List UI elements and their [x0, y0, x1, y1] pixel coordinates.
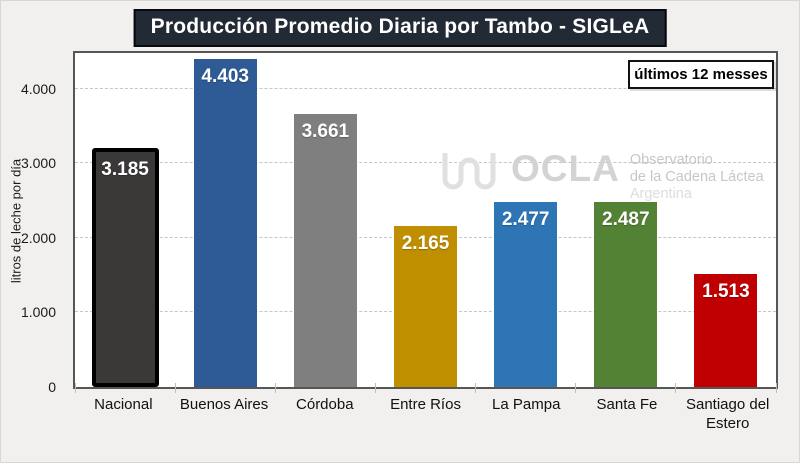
ocla-watermark: OCLA Observatorio de la Cadena Láctea Ar… — [441, 149, 764, 203]
bar-nacional: 3.185 — [91, 147, 159, 387]
period-badge: últimos 12 messes — [628, 60, 774, 89]
bar-entre-ríos: 2.165 — [394, 225, 457, 387]
x-label-nacional: Nacional — [94, 396, 153, 413]
bar-santa-fe: 2.487 — [594, 201, 658, 387]
x-label-santa-fe: Santa Fe — [596, 396, 658, 413]
y-tick-0: 0 — [48, 379, 56, 395]
x-axis-tick — [74, 383, 76, 393]
y-tick-3000: 3.000 — [20, 155, 56, 172]
y-tick-1000: 1.000 — [20, 304, 56, 321]
y-tick-2000: 2.000 — [20, 229, 56, 246]
x-axis-tick — [775, 383, 777, 393]
chart-title: Producción Promedio Diaria por Tambo - S… — [133, 9, 667, 47]
bar-la-pampa: 2.477 — [494, 202, 558, 387]
x-label-santiago-del-estero: Santiago del Estero — [685, 396, 770, 432]
x-label-córdoba: Córdoba — [296, 396, 354, 413]
x-axis-tick — [274, 383, 276, 393]
bar-córdoba: 3.661 — [293, 114, 357, 387]
ocla-brand-text: OCLA — [511, 148, 620, 189]
ocla-wave-icon — [442, 153, 496, 190]
x-axis-tick — [675, 383, 677, 393]
gridline-3000 — [75, 162, 776, 164]
ocla-subtitle: Observatorio de la Cadena Láctea Argenti… — [630, 149, 764, 203]
x-axis-tick — [575, 383, 577, 393]
bar-value-label: 3.185 — [101, 158, 149, 180]
x-axis-tick — [174, 383, 176, 393]
plot-area: OCLA Observatorio de la Cadena Láctea Ar… — [73, 51, 778, 393]
bar-value-label: 4.403 — [201, 65, 249, 87]
ocla-subtitle-line2: de la Cadena Láctea — [629, 169, 764, 185]
bar-value-label: 2.165 — [401, 232, 450, 254]
bar-buenos-aires: 4.403 — [193, 58, 257, 387]
bar-santiago-del-estero: 1.513 — [694, 274, 758, 387]
bar-value-label: 2.487 — [602, 208, 650, 230]
y-axis-title: litros de leche por día — [8, 158, 24, 284]
x-axis-labels: Nacional Buenos Aires Córdoba Entre Ríos La … — [73, 395, 778, 433]
y-tick-4000: 4.000 — [20, 80, 56, 97]
bar-value-label: 2.477 — [501, 209, 550, 231]
x-axis-tick — [374, 383, 376, 393]
x-label-la-pampa: La Pampa — [492, 396, 561, 413]
y-axis-tick-labels: 0 1.000 2.000 3.000 4.000 — [1, 1, 65, 462]
gridline-4000 — [75, 87, 776, 89]
ocla-subtitle-line1: Observatorio — [629, 152, 713, 168]
x-label-buenos-aires: Buenos Aires — [179, 396, 269, 413]
x-axis-tick — [475, 383, 477, 393]
ocla-subtitle-line3: Argentina — [629, 186, 692, 202]
x-label-entre-ríos: Entre Ríos — [390, 396, 461, 413]
bar-value-label: 1.513 — [702, 281, 750, 303]
bar-value-label: 3.661 — [301, 121, 350, 143]
